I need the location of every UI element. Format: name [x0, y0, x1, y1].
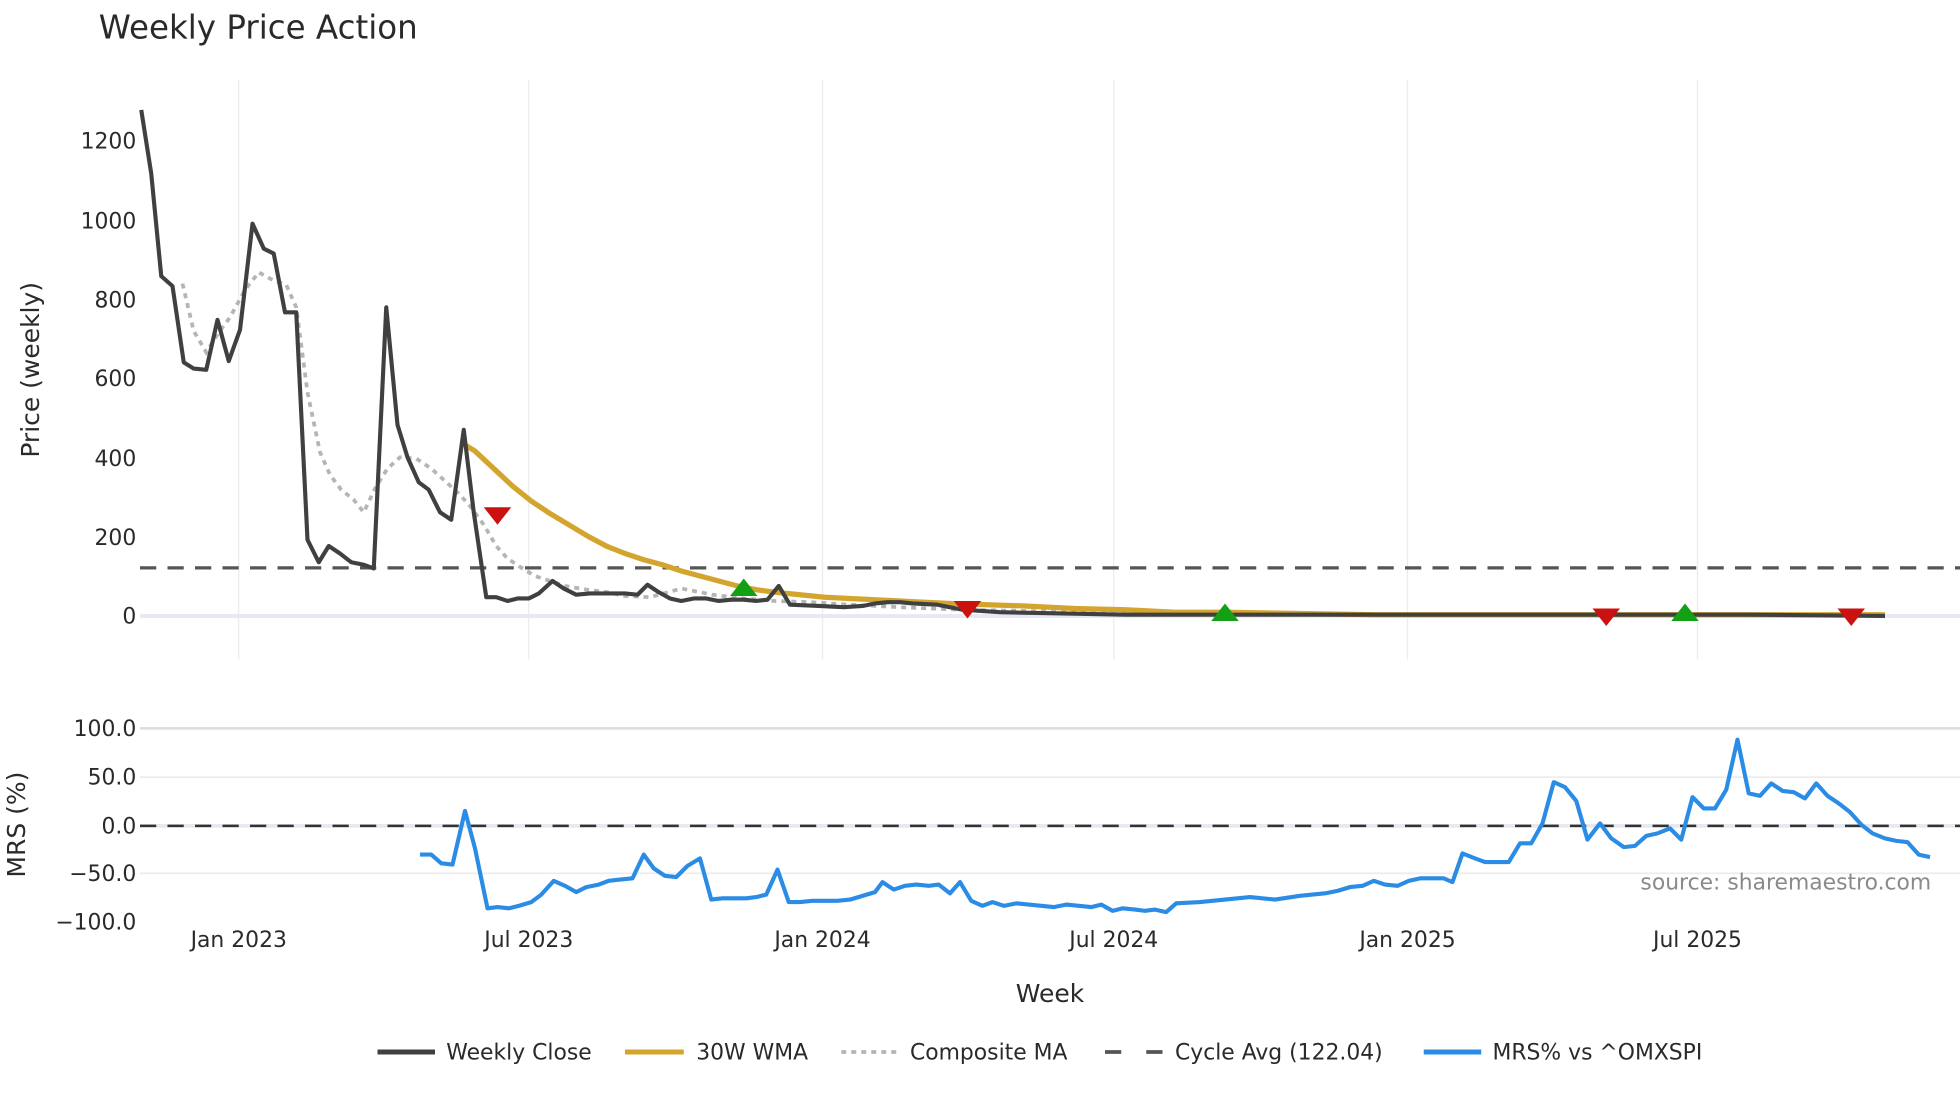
chart-title: Weekly Price Action	[99, 9, 418, 47]
x-tick: Jul 2025	[1651, 928, 1742, 953]
mrs-line	[420, 737, 1931, 915]
sell-signal-icon	[1837, 608, 1865, 626]
mrs-tick: −100.0	[55, 911, 136, 936]
mrs-axis-title: MRS (%)	[2, 772, 31, 878]
buy-signal-icon	[730, 578, 758, 596]
price-tick: 200	[95, 526, 137, 551]
source-attribution: source: sharemaestro.com	[1640, 871, 1931, 896]
price-tick: 400	[95, 447, 137, 472]
x-axis-ticks: Jan 2023 Jul 2023 Jan 2024 Jul 2024 Jan …	[189, 928, 1742, 953]
price-panel: 0 200 400 600 800 1000 1200 Price (weekl…	[16, 79, 1960, 660]
sell-signal-icon	[1592, 608, 1620, 626]
legend-item-cycle-avg[interactable]: Cycle Avg (122.04)	[1105, 1041, 1383, 1066]
legend: Weekly Close 30W WMA Composite MA Cycle …	[377, 1041, 1703, 1066]
mrs-gridlines	[140, 776, 1960, 875]
price-tick: 800	[95, 288, 137, 313]
legend-label: MRS% vs ^OMXSPI	[1493, 1041, 1703, 1066]
price-tick: 600	[95, 367, 137, 392]
legend-item-mrs[interactable]: MRS% vs ^OMXSPI	[1423, 1041, 1703, 1066]
legend-item-30w-wma[interactable]: 30W WMA	[625, 1041, 808, 1066]
x-tick: Jul 2024	[1067, 928, 1158, 953]
x-tick: Jul 2023	[482, 928, 573, 953]
mrs-tick: −50.0	[69, 862, 136, 887]
legend-label: Cycle Avg (122.04)	[1175, 1041, 1383, 1066]
price-y-ticks: 0 200 400 600 800 1000 1200	[81, 130, 137, 630]
mrs-tick: 50.0	[88, 766, 137, 791]
legend-item-weekly-close[interactable]: Weekly Close	[377, 1041, 592, 1066]
sell-signal-icon	[483, 507, 512, 525]
buy-signal-icon	[1211, 603, 1239, 621]
x-tick: Jan 2023	[189, 928, 287, 953]
price-axis-title: Price (weekly)	[16, 282, 45, 458]
mrs-tick: 100.0	[74, 717, 137, 742]
price-vertical-gridlines	[238, 79, 1699, 660]
x-tick: Jan 2025	[1357, 928, 1455, 953]
composite-ma-line	[180, 269, 1885, 617]
x-tick: Jan 2024	[772, 928, 870, 953]
legend-label: Weekly Close	[446, 1041, 591, 1066]
weekly-close-line	[139, 109, 1886, 619]
price-tick: 1000	[81, 210, 137, 235]
mrs-tick: 0.0	[101, 814, 136, 839]
price-tick: 0	[122, 604, 136, 629]
legend-label: 30W WMA	[696, 1041, 808, 1066]
x-axis-title: Week	[1016, 979, 1085, 1008]
price-tick: 1200	[81, 130, 137, 155]
buy-signal-icon	[1671, 603, 1699, 621]
mrs-panel: −100.0 −50.0 0.0 50.0 100.0 MRS (%) sour…	[2, 717, 1960, 936]
sell-signal-icon	[953, 600, 982, 619]
legend-item-composite-ma[interactable]: Composite MA	[841, 1041, 1068, 1066]
legend-label: Composite MA	[910, 1041, 1068, 1066]
buy-signal-markers	[730, 578, 1699, 621]
sell-signal-markers	[483, 507, 1865, 626]
mrs-y-ticks: −100.0 −50.0 0.0 50.0 100.0	[55, 717, 136, 936]
